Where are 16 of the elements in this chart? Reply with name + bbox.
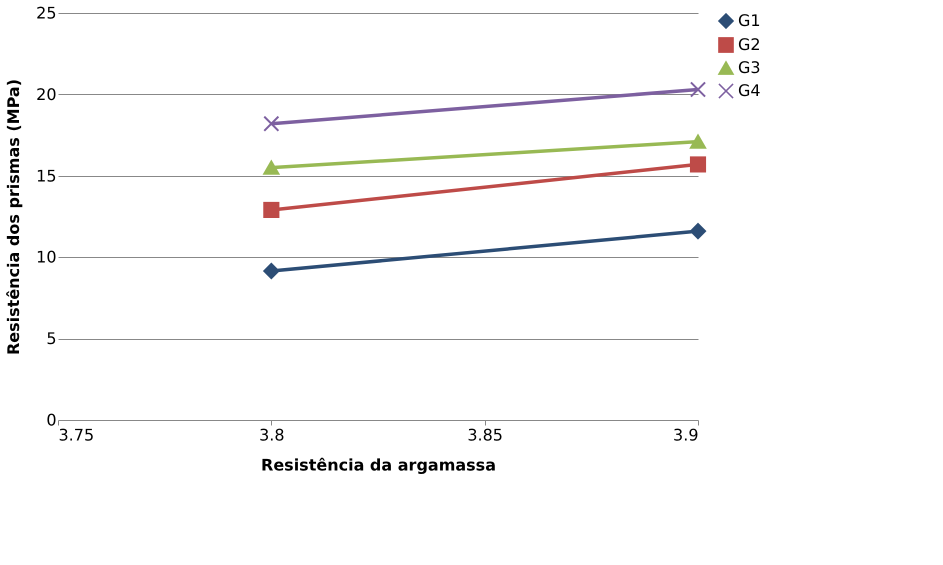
y-axis-title: Resistência dos prismas (MPa): [4, 78, 24, 356]
x-tick-label: 3.85: [467, 426, 503, 444]
legend-label: G3: [738, 58, 761, 77]
x-tick-label: 3.9: [673, 426, 698, 444]
x-axis-title: Resistência da argamassa: [261, 456, 496, 474]
y-tick-label: 20: [36, 84, 56, 104]
y-tick-label: 10: [36, 248, 56, 267]
y-tick-label: 15: [36, 166, 56, 186]
y-tick-label: 5: [46, 329, 56, 348]
y-tick-label: 0: [46, 410, 56, 430]
legend-label: G1: [738, 11, 761, 30]
y-tick-label: 25: [36, 4, 56, 22]
legend-label: G2: [738, 35, 761, 54]
x-tick-label: 3.75: [58, 426, 94, 444]
legend-label: G4: [738, 81, 761, 100]
x-tick-label: 3.8: [259, 426, 285, 444]
